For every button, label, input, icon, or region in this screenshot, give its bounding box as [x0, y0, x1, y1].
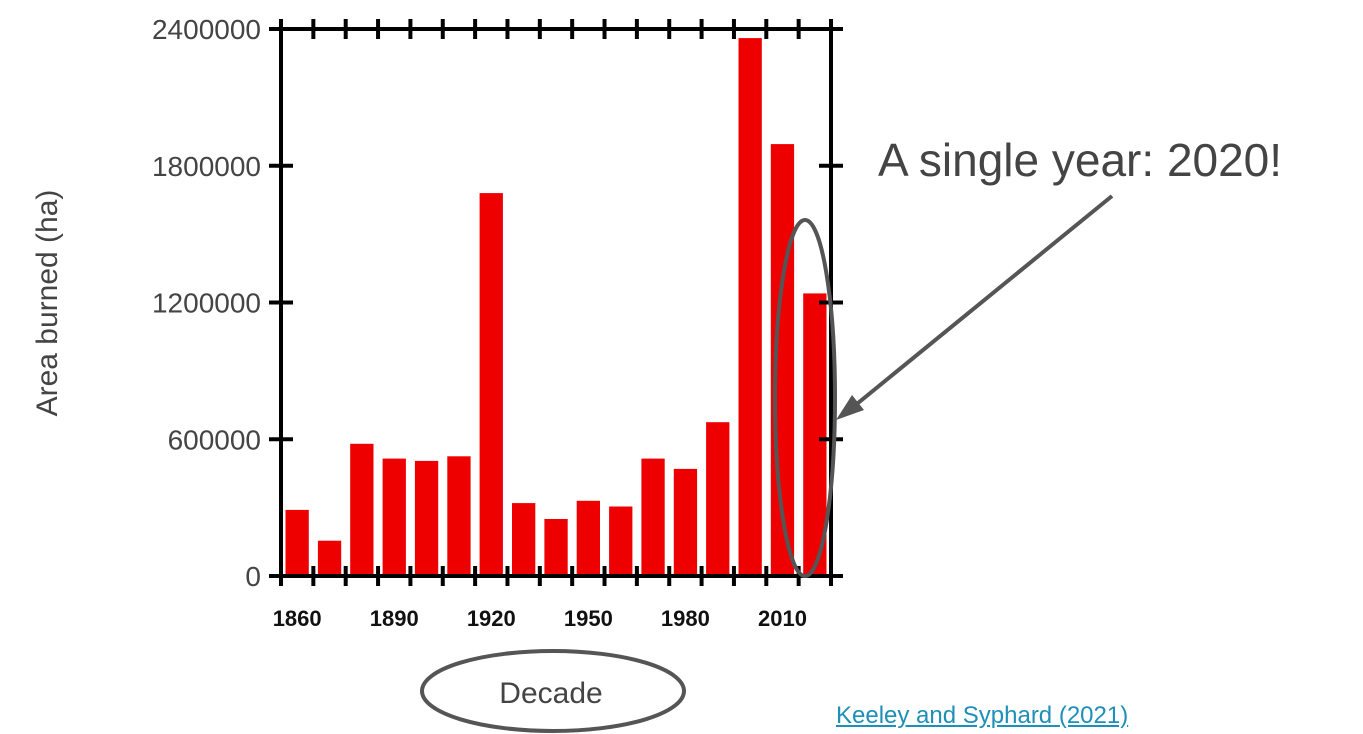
bar-1930 [512, 503, 536, 576]
y-tick-labels: 0 600000 1200000 1800000 2400000 [152, 14, 261, 592]
x-tick-label: 1890 [370, 606, 419, 631]
decade-highlight-circle [420, 649, 686, 733]
y-tick-label: 600000 [168, 424, 261, 455]
bar-1870 [317, 540, 342, 576]
bar-1940 [544, 519, 568, 576]
x-tick-label: 1980 [661, 606, 710, 631]
x-tick-labels: 1860 1890 1920 1950 1980 2010 [273, 606, 807, 631]
x-tick-label: 1950 [564, 606, 613, 631]
bar-1920 [479, 193, 503, 576]
year-2020-highlight-circle [773, 218, 837, 578]
bar-1960 [609, 506, 633, 576]
citation-link[interactable]: Keeley and Syphard (2021) [836, 702, 1129, 729]
y-axis-label: Area burned (ha) [31, 190, 64, 417]
bar-1970 [641, 458, 665, 576]
bar-2020 [803, 293, 827, 576]
annotation-arrow [845, 194, 1114, 414]
x-tick-label: 1920 [467, 606, 516, 631]
bar-1860 [285, 509, 309, 576]
bar-2000 [738, 38, 762, 577]
bar-1890 [382, 458, 406, 576]
bar-1990 [706, 422, 730, 576]
bar-1910 [447, 456, 471, 576]
bar-1900 [414, 460, 439, 576]
annotation-arrowhead [836, 395, 864, 420]
bar-1980 [673, 468, 698, 576]
bar-1880 [350, 443, 374, 576]
y-tick-label: 1800000 [152, 151, 261, 182]
x-axis-label: Decade [499, 677, 602, 710]
bar-1950 [576, 500, 600, 576]
annotation-text: A single year: 2020! [878, 134, 1283, 186]
y-tick-label: 1200000 [152, 288, 261, 319]
y-tick-label: 2400000 [152, 14, 261, 45]
y-tick-label: 0 [245, 561, 261, 592]
bars-group [285, 38, 827, 577]
x-tick-label: 2010 [758, 606, 807, 631]
x-tick-label: 1860 [273, 606, 322, 631]
